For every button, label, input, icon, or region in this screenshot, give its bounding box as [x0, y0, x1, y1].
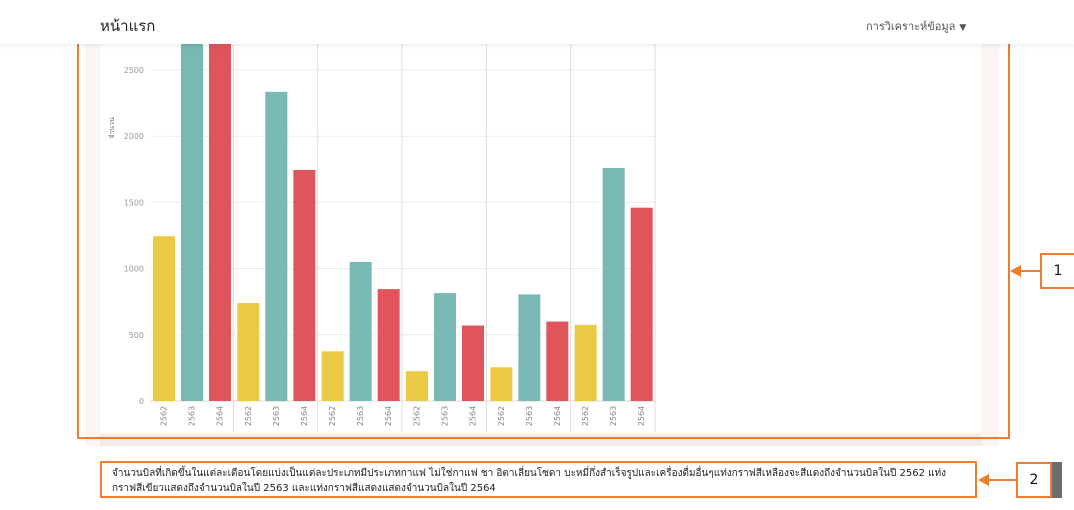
- x-tick-label: 2563: [356, 406, 365, 426]
- bar-2562: [490, 367, 513, 401]
- x-tick-label: 2564: [469, 406, 478, 426]
- bar-2564: [462, 325, 484, 401]
- bar-2563: [434, 293, 456, 401]
- home-link[interactable]: หน้าแรก: [100, 17, 156, 35]
- bar-2563: [265, 91, 288, 401]
- callout-badge-1: 1: [1040, 253, 1074, 289]
- bar-chart: 0 500 1000 1500 2000 2500 จำนวน 2562 2563 2564 256…: [108, 43, 656, 432]
- data-analysis-menu-label: การวิเคราะห์ข้อมูล: [866, 20, 956, 33]
- caret-down-icon: ▼: [959, 23, 967, 33]
- x-tick-label: 2563: [441, 406, 450, 426]
- y-tick-label: 2500: [124, 66, 144, 75]
- x-tick-label: 2562: [497, 406, 506, 426]
- bar-2562: [321, 351, 344, 401]
- x-tick-label: 2563: [525, 406, 534, 426]
- bar-2563: [349, 261, 372, 401]
- x-tick-label: 2562: [581, 406, 590, 426]
- chart-caption: จำนวนบิลที่เกิดขึ้นในแต่ละเดือนโดยแบ่งเป…: [100, 461, 977, 498]
- chart-callout-box: [77, 42, 1010, 439]
- y-tick-label: 500: [129, 331, 144, 340]
- bar-2564: [209, 43, 231, 402]
- bar-2564: [630, 207, 653, 401]
- bar-2563: [602, 167, 625, 401]
- y-tick-label: 0: [139, 397, 144, 406]
- x-tick-label: 2562: [244, 406, 253, 426]
- bar-2562: [574, 324, 597, 401]
- x-tick-label: 2564: [300, 406, 309, 426]
- y-tick-label: 1000: [124, 265, 144, 274]
- description-card: [85, 446, 999, 510]
- y-tick-label: 1500: [124, 198, 144, 207]
- x-tick-label: 2563: [609, 406, 618, 426]
- bar-2564: [377, 289, 400, 401]
- bar-2562: [153, 236, 175, 401]
- y-axis-title: จำนวน: [108, 117, 116, 139]
- x-tick-label: 2564: [637, 406, 646, 426]
- callout-badge-2: 2: [1016, 462, 1052, 498]
- bar-2563: [181, 43, 203, 402]
- x-tick-label: 2562: [160, 406, 169, 426]
- y-tick-label: 2000: [124, 132, 144, 141]
- x-tick-label: 2564: [216, 406, 225, 426]
- chart-area: 0 500 1000 1500 2000 2500 จำนวน 2562 2563 2564 256…: [100, 43, 982, 434]
- navbar: หน้าแรก การวิเคราะห์ข้อมูล ▼: [0, 0, 1074, 44]
- x-tick-label: 2563: [188, 406, 197, 426]
- x-tick-label: 2562: [413, 406, 422, 426]
- bar-2564: [293, 169, 316, 401]
- bar-2562: [406, 371, 428, 401]
- bar-2562: [237, 303, 260, 401]
- bar-2563: [518, 294, 541, 401]
- x-tick-label: 2564: [553, 406, 562, 426]
- x-tick-label: 2564: [384, 406, 393, 426]
- x-tick-label: 2563: [272, 406, 281, 426]
- data-analysis-menu[interactable]: การวิเคราะห์ข้อมูล ▼: [866, 17, 966, 35]
- bar-2564: [546, 321, 569, 401]
- x-tick-label: 2562: [328, 406, 337, 426]
- callout-1-arrowhead: [1010, 265, 1021, 277]
